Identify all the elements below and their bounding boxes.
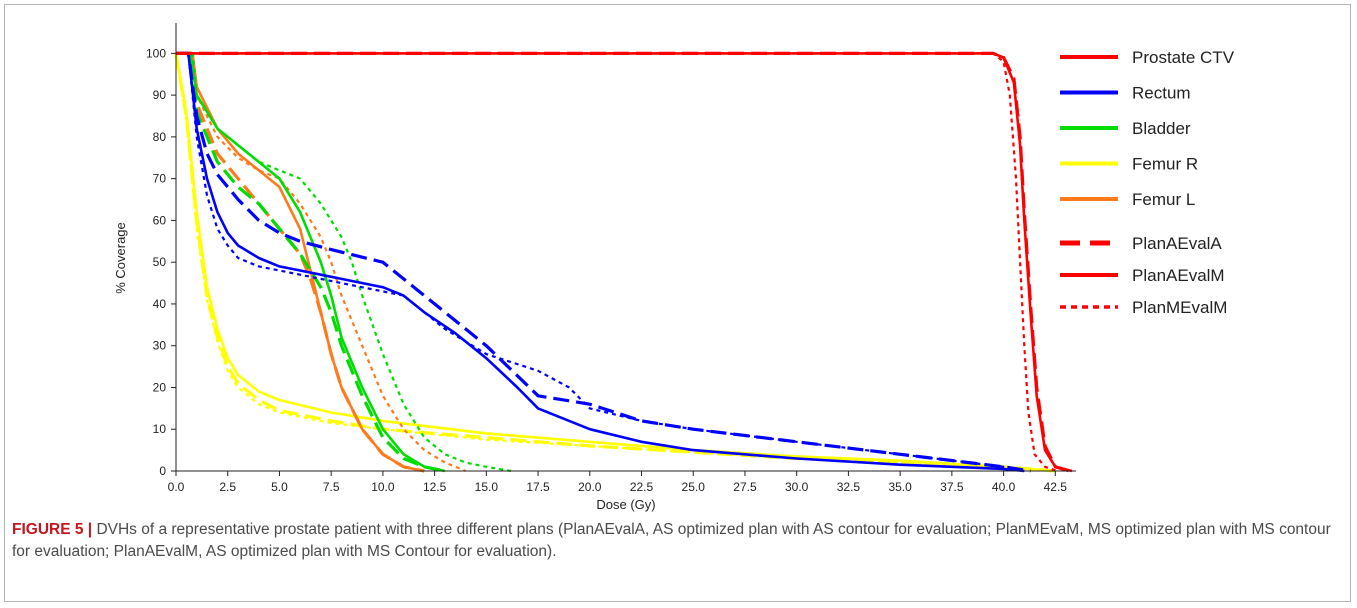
legend-label-planaevala: PlanAEvalA	[1132, 234, 1222, 253]
x-tick-label: 37.5	[940, 480, 964, 494]
y-tick-label: 30	[153, 339, 167, 353]
y-tick-label: 90	[153, 88, 167, 102]
y-tick-label: 60	[153, 213, 167, 227]
y-tick-label: 70	[153, 172, 167, 186]
y-tick-label: 50	[153, 255, 167, 269]
y-tick-label: 0	[159, 464, 166, 478]
y-tick-label: 20	[153, 380, 167, 394]
x-tick-label: 22.5	[630, 480, 654, 494]
x-tick-label: 0.0	[168, 480, 185, 494]
figure-caption: FIGURE 5 | DVHs of a representative pros…	[12, 519, 1342, 563]
series-femur-r-planaevalm	[174, 53, 1056, 473]
x-tick-label: 25.0	[682, 480, 706, 494]
x-tick-label: 32.5	[837, 480, 861, 494]
legend-label-bladder: Bladder	[1132, 119, 1191, 138]
x-tick-label: 12.5	[423, 480, 447, 494]
y-tick-label: 100	[146, 46, 166, 60]
x-tick-label: 27.5	[733, 480, 757, 494]
y-tick-label: 10	[153, 422, 167, 436]
legend-label-femur-r: Femur R	[1132, 155, 1198, 174]
x-axis-label: Dose (Gy)	[596, 497, 655, 512]
legend-label-planmevalm: PlanMEvalM	[1132, 298, 1227, 317]
x-tick-label: 5.0	[271, 480, 288, 494]
series-prostate-ctv-planmevalm	[176, 52, 1058, 473]
y-tick-label: 80	[153, 130, 167, 144]
dvh-chart: 0.0 2.5 5.0 7.5 10.0 12.5 15.0 17.5 20.0 22.5 25.0…	[113, 23, 1235, 512]
series-rectum-planaevalm	[176, 52, 1025, 473]
legend-label-planaevalm: PlanAEvalM	[1132, 266, 1225, 285]
x-tick-label: 20.0	[578, 480, 602, 494]
x-tick-label: 35.0	[888, 480, 912, 494]
x-tick-label: 30.0	[785, 480, 809, 494]
series-bladder-planmevalm	[176, 52, 512, 473]
series-rectum-planmevalm	[176, 52, 1025, 473]
x-tick-label: 42.5	[1044, 480, 1068, 494]
series-bladder-planaevalm	[176, 52, 446, 473]
x-tick-label: 7.5	[323, 480, 340, 494]
x-tick-label: 10.0	[371, 480, 395, 494]
series-femur-l-planaevalm	[176, 52, 425, 473]
series-prostate-ctv-planaevala	[176, 51, 1071, 473]
x-tick-label: 15.0	[475, 480, 499, 494]
legend-label-rectum: Rectum	[1132, 84, 1191, 103]
legend-label-femur-l: Femur L	[1132, 190, 1195, 209]
series-bladder-planaevala	[176, 51, 446, 473]
x-tick-label: 40.0	[992, 480, 1016, 494]
y-axis-label: % Coverage	[113, 222, 128, 294]
figure-frame	[4, 4, 1351, 602]
caption-text: DVHs of a representative prostate patien…	[12, 521, 1331, 560]
caption-label: FIGURE 5 |	[12, 521, 93, 538]
legend-label-prostate-ctv: Prostate CTV	[1132, 48, 1235, 67]
x-tick-label: 17.5	[526, 480, 550, 494]
series-femur-l-planaevala	[176, 51, 425, 473]
x-tick-label: 2.5	[219, 480, 236, 494]
series-femur-l-planmevalm	[176, 52, 467, 473]
series-rectum-planaevala	[176, 51, 1031, 473]
series-prostate-ctv-planaevalm	[176, 52, 1073, 473]
y-tick-label: 40	[153, 297, 167, 311]
